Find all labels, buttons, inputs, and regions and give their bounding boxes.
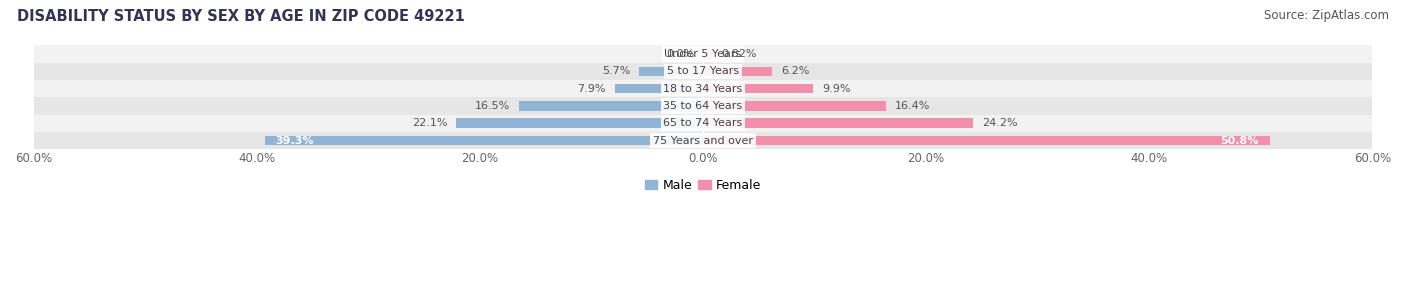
Text: 9.9%: 9.9% [823, 84, 851, 94]
Bar [457, 119, 703, 128]
Text: 65 to 74 Years: 65 to 74 Years [664, 118, 742, 128]
Text: 0.82%: 0.82% [721, 49, 756, 59]
Text: 24.2%: 24.2% [981, 118, 1018, 128]
Text: 16.5%: 16.5% [475, 101, 510, 111]
Text: 75 Years and over: 75 Years and over [652, 136, 754, 146]
Text: Under 5 Years: Under 5 Years [665, 49, 741, 59]
Text: 5.7%: 5.7% [602, 66, 630, 76]
Bar [519, 101, 703, 111]
Text: 5 to 17 Years: 5 to 17 Years [666, 66, 740, 76]
Legend: Male, Female: Male, Female [640, 174, 766, 197]
Text: 22.1%: 22.1% [412, 118, 447, 128]
Bar [34, 115, 1372, 132]
Bar [34, 80, 1372, 97]
Text: 18 to 34 Years: 18 to 34 Years [664, 84, 742, 94]
Bar [703, 136, 1270, 145]
Text: 0.0%: 0.0% [666, 49, 695, 59]
Text: 39.3%: 39.3% [276, 136, 314, 146]
Text: 6.2%: 6.2% [782, 66, 810, 76]
Bar [640, 67, 703, 76]
Bar [264, 136, 703, 145]
Text: 50.8%: 50.8% [1220, 136, 1258, 146]
Text: 35 to 64 Years: 35 to 64 Years [664, 101, 742, 111]
Bar [34, 132, 1372, 149]
Text: 7.9%: 7.9% [578, 84, 606, 94]
Bar [703, 101, 886, 111]
Bar [703, 119, 973, 128]
Text: DISABILITY STATUS BY SEX BY AGE IN ZIP CODE 49221: DISABILITY STATUS BY SEX BY AGE IN ZIP C… [17, 9, 465, 24]
Bar [34, 63, 1372, 80]
Bar [614, 84, 703, 93]
Text: 16.4%: 16.4% [894, 101, 931, 111]
Bar [703, 67, 772, 76]
Bar [34, 97, 1372, 115]
Bar [703, 84, 814, 93]
Bar [703, 49, 713, 59]
Text: Source: ZipAtlas.com: Source: ZipAtlas.com [1264, 9, 1389, 22]
Bar [34, 45, 1372, 63]
